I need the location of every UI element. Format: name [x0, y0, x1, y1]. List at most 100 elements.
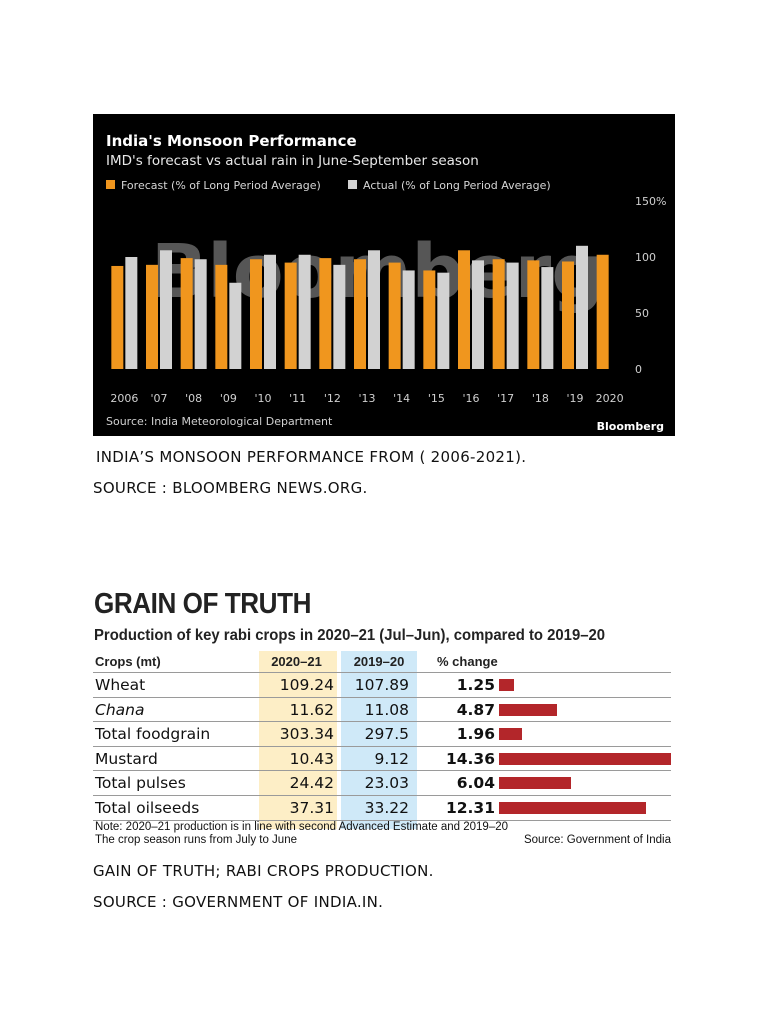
pct-change-bar — [499, 752, 671, 765]
forecast-bar-19 — [562, 261, 574, 369]
column-2020-21-highlight — [259, 651, 337, 829]
monsoon-chart-svg: Bloomberg 0 50 100 150% 2006 '07 '08 '09 '10 '11… — [106, 132, 666, 433]
table-row: Chana 11.62 11.08 4.87 — [93, 696, 671, 723]
actual-bar-19 — [576, 245, 588, 369]
monsoon-chart-source: Source: India Meteorological Department — [106, 415, 333, 428]
pct-change-bar — [499, 728, 523, 741]
actual-bar-07 — [160, 250, 172, 369]
value-2020-21: 24.42 — [289, 774, 334, 793]
x-tick-label: '07 — [150, 392, 167, 405]
x-tick-label: 2006 — [110, 392, 138, 405]
forecast-bar-07 — [146, 264, 158, 369]
x-tick-label: '18 — [532, 392, 549, 405]
monsoon-caption: INDIA’S MONSOON PERFORMANCE FROM ( 2006-… — [96, 448, 527, 466]
value-2020-21: 303.34 — [279, 725, 334, 744]
actual-bar-14 — [402, 270, 415, 369]
header-2020-21: 2020–21 — [271, 654, 322, 669]
x-tick-label: '09 — [220, 392, 237, 405]
pct-change: 14.36 — [445, 749, 495, 768]
table-row: Wheat 109.24 107.89 1.25 — [93, 672, 671, 698]
x-tick-label: '11 — [289, 392, 306, 405]
bloomberg-logo: Bloomberg — [597, 420, 664, 433]
grain-title: GRAIN OF TRUTH — [94, 588, 311, 620]
pct-change-bar — [499, 777, 572, 790]
pct-change: 6.04 — [456, 774, 495, 793]
forecast-bar-18 — [527, 260, 540, 369]
pct-change: 1.25 — [456, 676, 495, 694]
crop-name: Wheat — [95, 676, 146, 694]
forecast-bar-15 — [423, 270, 436, 369]
actual-bar-13 — [368, 250, 380, 369]
value-2020-21: 11.62 — [289, 700, 334, 719]
x-tick-label: '15 — [428, 392, 445, 405]
grain-subtitle: Production of key rabi crops in 2020–21 … — [94, 627, 606, 644]
x-tick-label: '13 — [358, 392, 375, 405]
value-2019-20: 33.22 — [364, 799, 409, 817]
crop-name: Mustard — [95, 749, 158, 768]
legend-forecast-swatch — [106, 180, 115, 189]
crop-name: Total foodgrain — [95, 725, 211, 744]
monsoon-chart: Bloomberg 0 50 100 150% 2006 '07 '08 '09 '10 '11… — [93, 114, 675, 436]
y-tick-label: 50 — [635, 307, 649, 320]
x-tick-label: '10 — [254, 392, 271, 405]
pct-change-bar — [499, 802, 647, 814]
actual-bar-15 — [437, 272, 450, 369]
actual-bar-12 — [333, 264, 346, 369]
forecast-bar-09 — [215, 264, 228, 369]
value-2020-21: 37.31 — [289, 799, 334, 817]
grain-source-caption: SOURCE : GOVERNMENT OF INDIA.IN. — [93, 893, 384, 911]
x-tick-label: '08 — [185, 392, 202, 405]
monsoon-chart-subtitle: IMD's forecast vs actual rain in June-Se… — [106, 153, 479, 169]
pct-change: 12.31 — [445, 799, 495, 817]
forecast-bar-08 — [180, 258, 193, 369]
actual-bar-17 — [506, 262, 519, 369]
x-tick-label: '14 — [393, 392, 410, 405]
value-2019-20: 297.5 — [364, 725, 409, 744]
legend-actual-label: Actual (% of Long Period Average) — [363, 179, 551, 192]
crop-name: Chana — [95, 700, 145, 719]
x-tick-label: '19 — [566, 392, 583, 405]
forecast-bar-13 — [354, 259, 366, 369]
forecast-bar-10 — [250, 259, 262, 369]
x-tick-label: 2020 — [596, 392, 624, 405]
x-tick-label: '17 — [497, 392, 514, 405]
value-2019-20: 23.03 — [364, 774, 409, 793]
monsoon-chart-title: India's Monsoon Performance — [106, 132, 357, 150]
table-row: Total pulses 24.42 23.03 6.04 — [93, 770, 671, 796]
actual-bar-2006 — [125, 257, 138, 369]
value-2019-20: 107.89 — [354, 676, 409, 694]
table-row: Total oilseeds 37.31 33.22 12.31 — [93, 795, 671, 821]
table-row: Mustard 10.43 9.12 14.36 — [93, 745, 671, 772]
crop-name: Total pulses — [95, 774, 186, 793]
value-2020-21: 109.24 — [279, 676, 334, 694]
header-crops: Crops (mt) — [95, 654, 161, 669]
pct-change-bar — [499, 679, 514, 691]
forecast-bar-2020 — [596, 254, 609, 369]
x-tick-label: '16 — [462, 392, 479, 405]
table-bottom-rule — [93, 819, 671, 821]
forecast-bar-14 — [388, 262, 401, 369]
grain-of-truth-table: GRAIN OF TRUTH Production of key rabi cr… — [93, 588, 673, 854]
actual-bar-10 — [264, 254, 276, 369]
y-tick-label: 0 — [635, 363, 642, 376]
pct-change-bar — [499, 703, 558, 716]
legend-actual-swatch — [348, 180, 357, 189]
actual-bar-11 — [298, 254, 311, 369]
header-pct-change: % change — [437, 654, 498, 669]
column-2019-20-highlight — [341, 651, 417, 829]
actual-bar-09 — [229, 282, 242, 369]
value-2020-21: 10.43 — [289, 749, 334, 768]
forecast-bar-12 — [319, 258, 332, 369]
value-2019-20: 9.12 — [374, 749, 409, 768]
grain-caption: GAIN OF TRUTH; RABI CROPS PRODUCTION. — [93, 862, 434, 880]
legend-forecast-label: Forecast (% of Long Period Average) — [121, 179, 321, 192]
y-tick-label: 150% — [635, 195, 666, 208]
y-tick-label: 100 — [635, 251, 656, 264]
pct-change: 1.96 — [456, 725, 495, 744]
x-tick-label: '12 — [324, 392, 341, 405]
crop-name: Total oilseeds — [95, 799, 200, 817]
forecast-bar-16 — [458, 250, 470, 369]
grain-note: Note: 2020–21 production is in line with… — [95, 821, 509, 846]
actual-bar-16 — [472, 260, 484, 369]
table-row: Total foodgrain 303.34 297.5 1.96 — [93, 721, 671, 747]
